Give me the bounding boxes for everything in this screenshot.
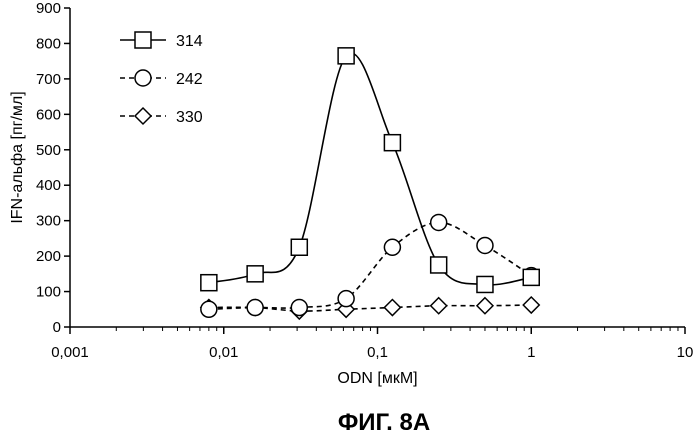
y-tick-label: 900	[36, 0, 61, 17]
data-point-242	[246, 298, 264, 317]
x-tick-label: 0,1	[367, 344, 388, 361]
y-tick-label: 800	[36, 35, 61, 52]
data-point-314	[337, 47, 355, 65]
x-ticks: 0,001 0,01 0,1 1 10	[51, 327, 693, 361]
legend-marker	[134, 31, 152, 49]
series-314	[200, 47, 540, 294]
x-tick-label: 0,01	[209, 344, 238, 361]
data-point-330	[383, 298, 402, 317]
data-point-314	[200, 273, 218, 292]
legend-item-330: 330	[120, 106, 203, 126]
data-point-314	[476, 275, 494, 294]
legend-item-242: 242	[120, 69, 203, 88]
data-point-242	[337, 289, 355, 308]
y-ticks: 0 100 200 300 400 500 600 700 800 900	[36, 0, 70, 336]
x-tick-label: 1	[527, 344, 535, 361]
legend-label: 314	[176, 33, 203, 50]
data-point-314	[246, 265, 264, 283]
data-point-242	[290, 298, 309, 317]
x-tick-label: 0,001	[51, 344, 89, 361]
legend-label: 242	[176, 71, 203, 88]
data-point-314	[522, 268, 540, 287]
y-tick-label: 700	[36, 71, 61, 88]
data-point-330	[475, 296, 495, 315]
legend-item-314: 314	[120, 31, 203, 50]
series-line-314	[208, 52, 532, 286]
data-point-330	[522, 295, 541, 315]
data-point-314	[383, 133, 402, 152]
legend: 314 242 330	[120, 31, 203, 126]
data-point-314	[290, 238, 309, 256]
y-tick-label: 300	[36, 213, 61, 230]
y-tick-label: 500	[36, 142, 61, 159]
data-point-242	[476, 236, 494, 255]
x-axis-title: ODN [мкМ]	[337, 370, 417, 387]
data-point-242	[429, 213, 448, 232]
y-tick-label: 600	[36, 106, 61, 123]
legend-label: 330	[176, 109, 203, 126]
y-tick-label: 0	[53, 319, 61, 336]
figure-caption: ФИГ. 8А	[338, 409, 430, 436]
y-axis-title: IFN-альфа [пг/мл]	[9, 91, 26, 223]
y-tick-label: 200	[36, 248, 61, 265]
y-tick-label: 400	[36, 177, 61, 194]
data-point-314	[429, 256, 448, 274]
x-tick-label: 10	[677, 344, 694, 361]
data-point-242	[383, 238, 402, 256]
legend-marker	[133, 106, 153, 126]
series-layer	[199, 47, 541, 321]
data-point-242	[200, 300, 218, 319]
data-point-330	[429, 296, 448, 315]
legend-marker	[134, 69, 152, 87]
y-tick-label: 100	[36, 284, 61, 301]
